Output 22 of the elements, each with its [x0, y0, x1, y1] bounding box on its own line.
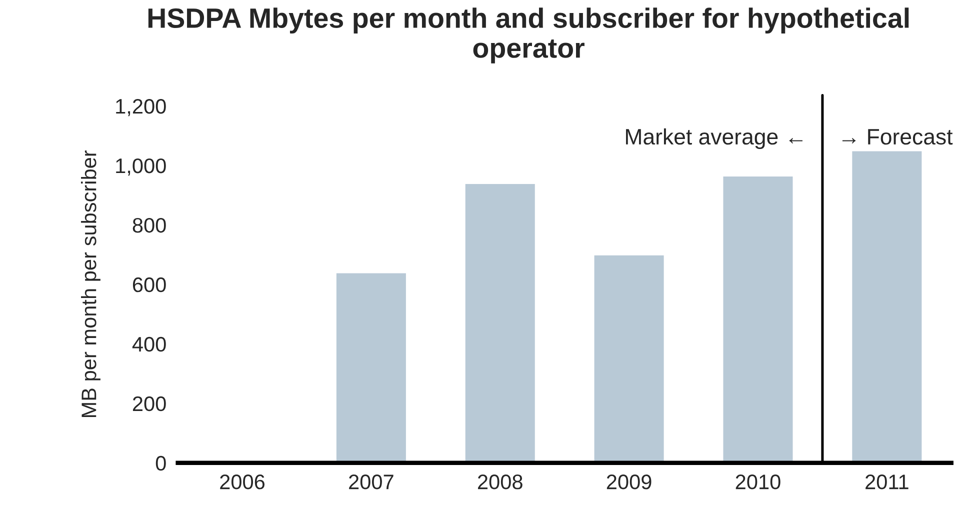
x-tick-label: 2006 [220, 474, 265, 490]
x-tick-label: 2009 [606, 474, 652, 490]
y-tick-label: 600 [132, 277, 166, 292]
y-tick-label: 800 [132, 218, 166, 233]
bar [464, 182, 536, 463]
bar [850, 150, 924, 463]
y-tick-label: 0 [156, 456, 166, 471]
y-tick-label: 1,200 [116, 98, 166, 116]
annotation: Market average ← [626, 128, 802, 150]
x-tick-label: 2007 [349, 474, 394, 490]
y-tick-label: 400 [132, 336, 166, 352]
bar [722, 175, 794, 463]
bar [335, 272, 408, 463]
y-tick-label: 200 [132, 396, 166, 412]
y-axis-title: MB per month per subscriber [81, 150, 100, 418]
chart-title: HSDPA Mbytes per month and subscriber for hypothetical operator [148, 8, 909, 64]
x-tick-label: 2010 [736, 474, 780, 490]
bar [592, 254, 666, 463]
y-tick-label: 1,000 [116, 158, 166, 176]
annotation: → Forecast [842, 129, 953, 145]
x-tick-label: 2008 [478, 474, 522, 490]
x-tick-label: 2011 [866, 474, 908, 490]
